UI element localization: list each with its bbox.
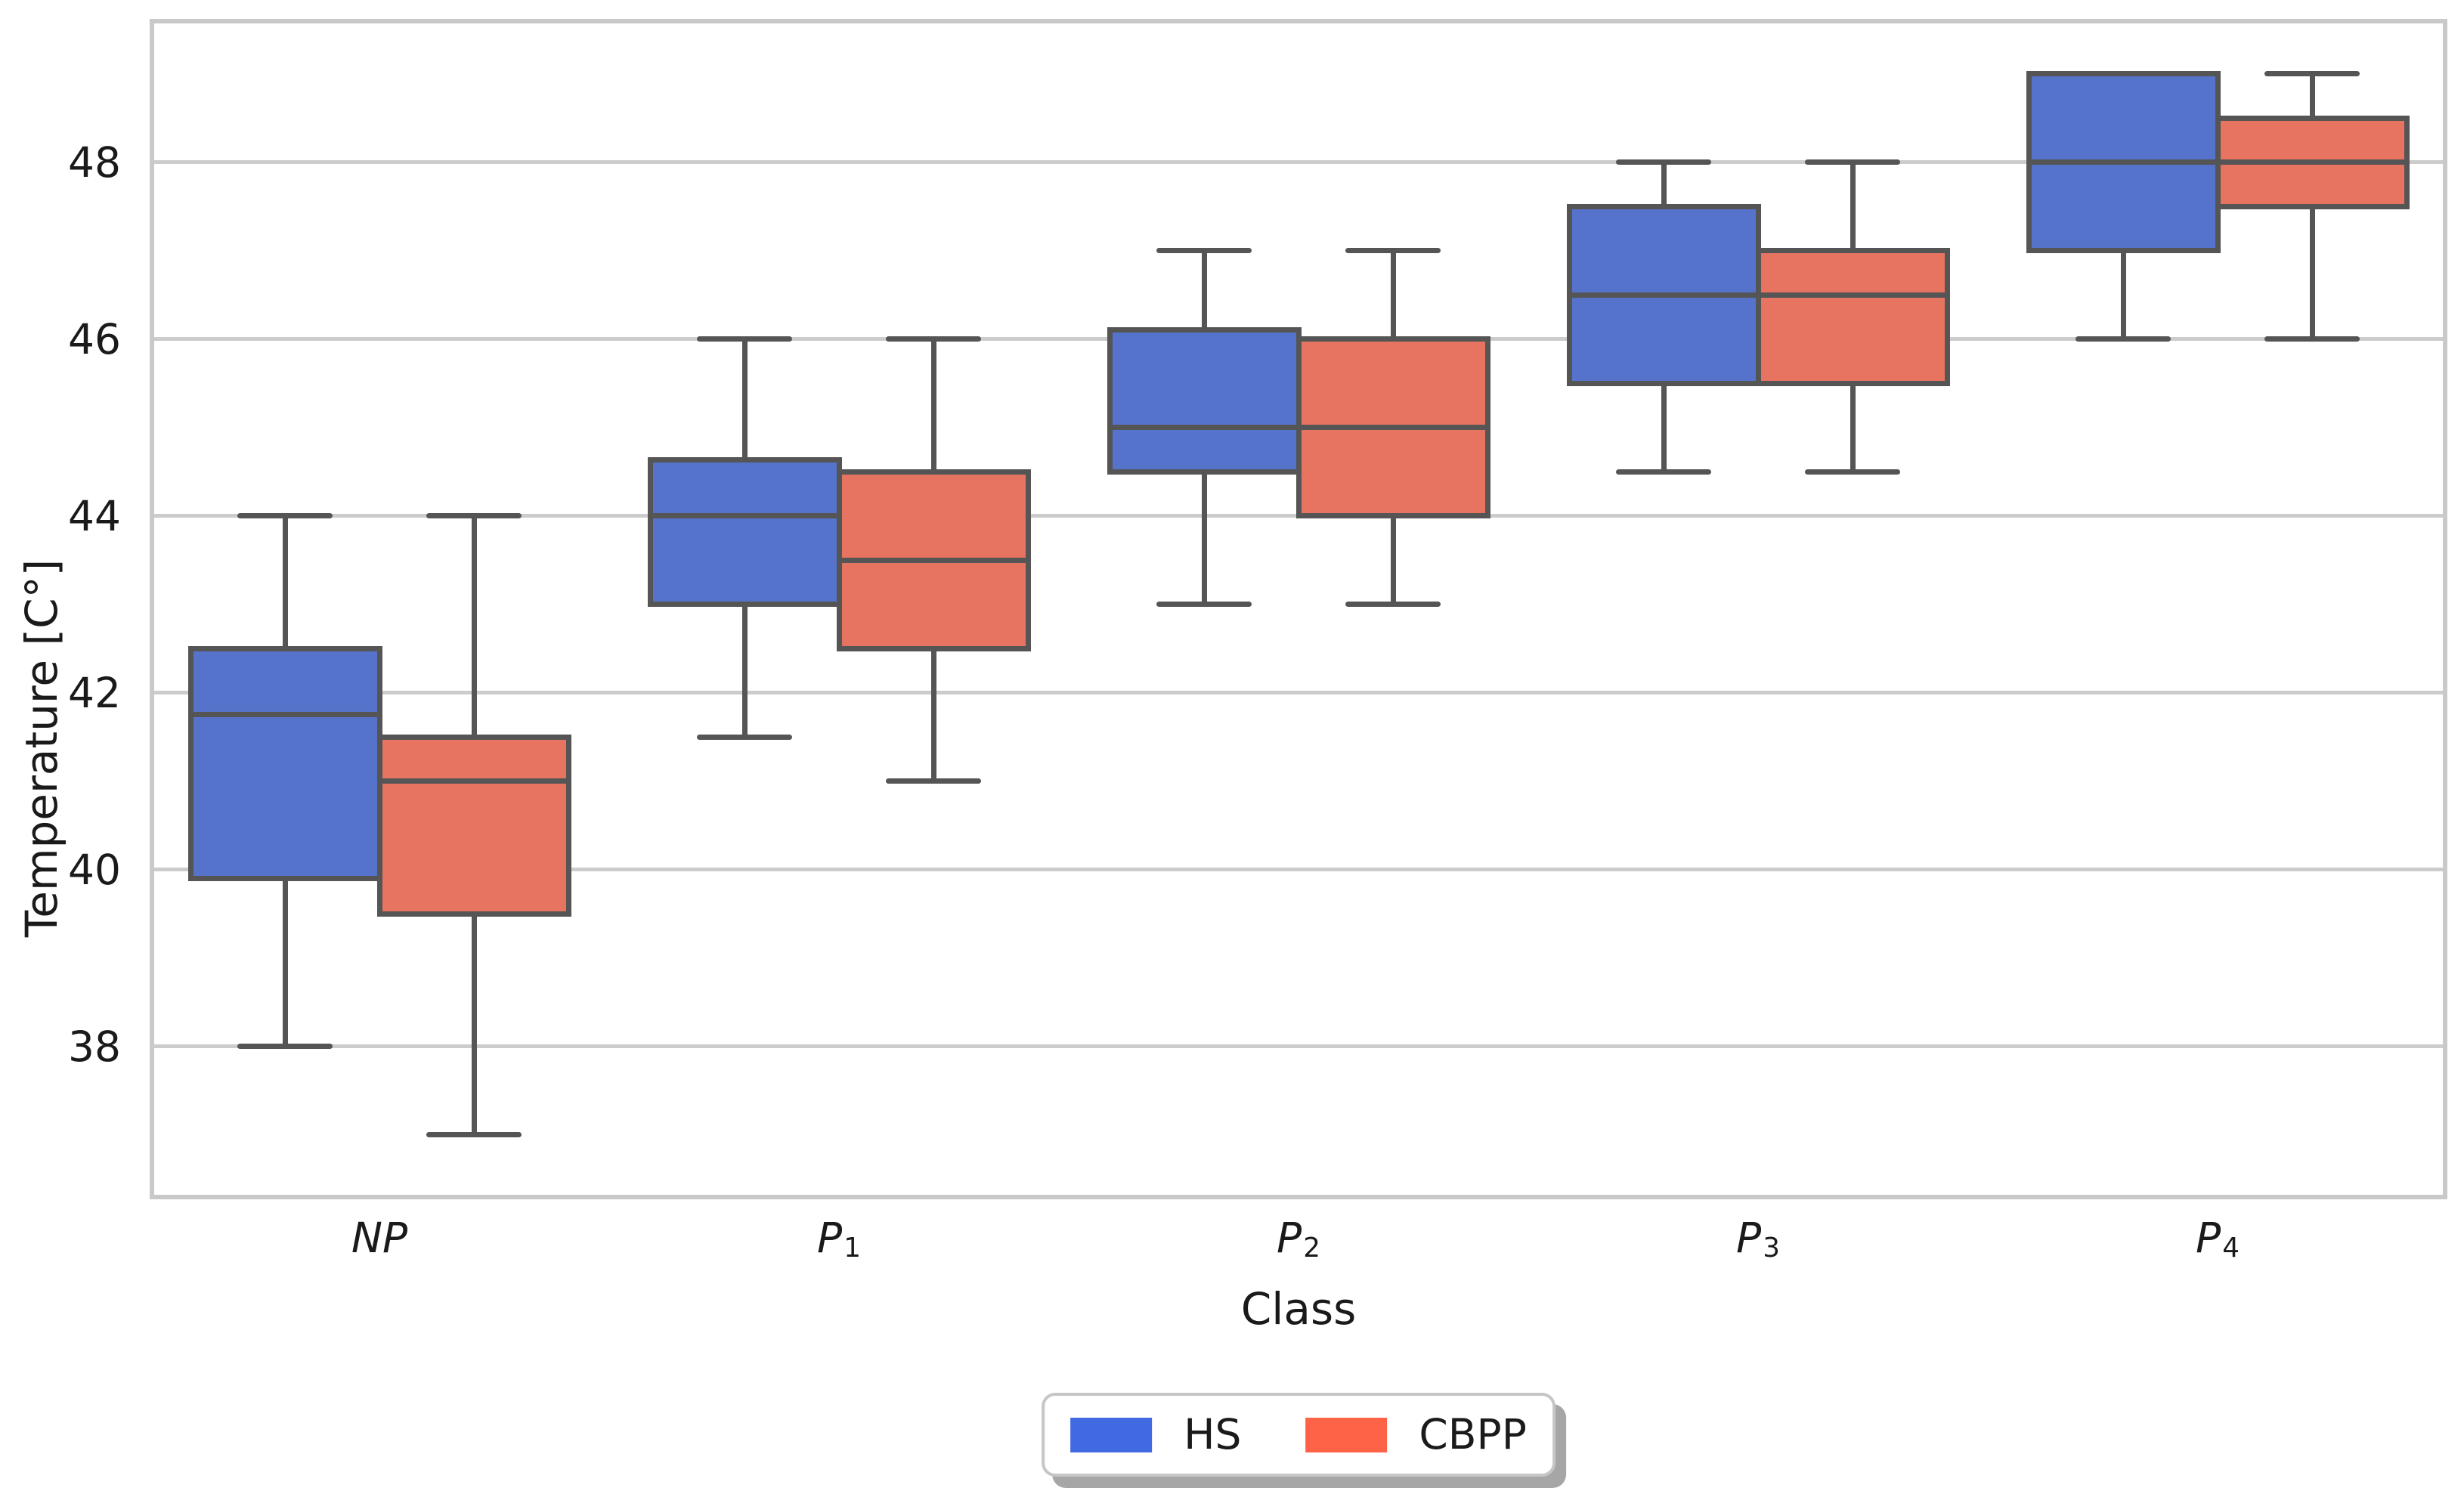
- x-tick-label-P4: P4: [2196, 1214, 2240, 1264]
- whisker-cap-top-HS-NP: [237, 513, 333, 519]
- grid-line-40: [150, 868, 2447, 872]
- spine-right: [2443, 19, 2447, 1199]
- median-CBPP-P1: [836, 557, 1031, 563]
- x-tick-label-NP: NP: [351, 1214, 408, 1262]
- whisker-cap-bottom-HS-NP: [237, 1044, 333, 1050]
- grid-line-38: [150, 1044, 2447, 1049]
- y-tick-label-42: 42: [68, 668, 121, 717]
- box-HS-P1: [647, 457, 842, 608]
- legend-swatch-hs: [1070, 1417, 1153, 1452]
- legend-label-cbpp: CBPP: [1419, 1410, 1527, 1459]
- median-HS-P2: [1107, 425, 1302, 431]
- median-CBPP-P3: [1755, 292, 1950, 298]
- x-tick-label-P2: P2: [1277, 1214, 1320, 1264]
- whisker-cap-top-CBPP-P3: [1805, 159, 1900, 165]
- grid-line-42: [150, 691, 2447, 695]
- whisker-cap-top-CBPP-P2: [1345, 248, 1441, 254]
- median-HS-P3: [1566, 292, 1761, 298]
- y-tick-label-44: 44: [68, 491, 121, 540]
- x-tick-label-P1: P1: [817, 1214, 861, 1264]
- whisker-cap-bottom-HS-P3: [1616, 469, 1711, 475]
- whisker-cap-top-CBPP-P4: [2264, 71, 2360, 77]
- whisker-cap-top-CBPP-NP: [426, 513, 522, 519]
- y-tick-label-38: 38: [68, 1022, 121, 1071]
- legend-label-hs: HS: [1184, 1410, 1242, 1459]
- whisker-cap-bottom-CBPP-P2: [1345, 602, 1441, 608]
- whisker-cap-bottom-CBPP-P1: [886, 778, 981, 784]
- spine-top: [150, 19, 2447, 23]
- legend-item-hs: HS: [1070, 1414, 1241, 1455]
- box-CBPP-P3: [1755, 248, 1950, 386]
- x-axis-label: Class: [1240, 1283, 1357, 1335]
- median-CBPP-P4: [2215, 159, 2410, 165]
- spine-bottom: [150, 1195, 2447, 1199]
- whisker-cap-bottom-HS-P4: [2076, 336, 2171, 342]
- plot-area: [150, 19, 2447, 1199]
- whisker-cap-top-CBPP-P1: [886, 336, 981, 342]
- whisker-cap-bottom-HS-P1: [697, 734, 792, 740]
- box-CBPP-NP: [376, 734, 571, 917]
- median-HS-P1: [647, 513, 842, 519]
- median-CBPP-NP: [376, 778, 571, 784]
- whisker-cap-bottom-CBPP-NP: [426, 1132, 522, 1138]
- whisker-cap-bottom-CBPP-P3: [1805, 469, 1900, 475]
- whisker-cap-top-HS-P1: [697, 336, 792, 342]
- median-HS-NP: [187, 712, 382, 718]
- x-tick-label-P3: P3: [1736, 1214, 1780, 1264]
- box-HS-NP: [187, 645, 382, 881]
- y-tick-label-40: 40: [68, 845, 121, 894]
- median-HS-P4: [2026, 159, 2221, 165]
- grid-line-48: [150, 160, 2447, 165]
- box-HS-P2: [1107, 327, 1302, 475]
- y-tick-label-46: 46: [68, 314, 121, 363]
- legend-item-cbpp: CBPP: [1305, 1410, 1527, 1459]
- spine-left: [150, 19, 154, 1199]
- y-tick-label-48: 48: [68, 138, 121, 187]
- median-CBPP-P2: [1295, 425, 1490, 431]
- whisker-cap-bottom-CBPP-P4: [2264, 336, 2360, 342]
- whisker-cap-top-HS-P2: [1156, 248, 1252, 254]
- legend: HS CBPP: [1042, 1393, 1555, 1477]
- legend-swatch-cbpp: [1305, 1417, 1388, 1452]
- whisker-cap-top-HS-P3: [1616, 159, 1711, 165]
- whisker-cap-bottom-HS-P2: [1156, 602, 1252, 608]
